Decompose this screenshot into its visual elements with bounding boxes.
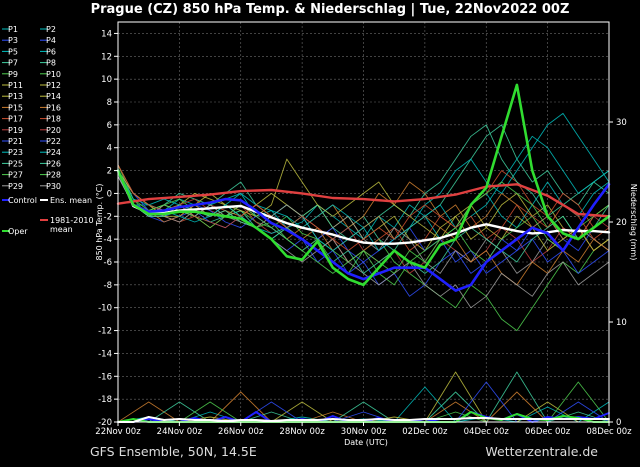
x-tick-label: 28Nov 00z: [279, 427, 325, 437]
legend-label: P11: [8, 81, 23, 90]
y-tick-label: -6: [104, 258, 112, 268]
legend-label: Control: [8, 196, 37, 205]
legend-label: P3: [8, 36, 18, 45]
legend-label: P8: [46, 59, 56, 68]
y-axis-label-left: 850 hPa Temp. (°C): [95, 183, 104, 260]
x-tick-label: 08Dec 00z: [586, 427, 632, 437]
legend-label: P15: [8, 103, 23, 112]
legend-label: P16: [46, 103, 61, 112]
series-line-1981-2010-mean: [116, 183, 611, 218]
legend-label: P17: [8, 115, 23, 124]
legend-label: Oper: [8, 227, 28, 236]
legend-label: P13: [8, 92, 23, 101]
y-tick-label: -10: [98, 304, 112, 314]
legend-label: Ens. mean: [50, 196, 92, 205]
y-tick-label: -2: [104, 212, 112, 222]
legend-label: P14: [46, 92, 61, 101]
legend-label: 1981-2010 mean: [50, 216, 94, 234]
series-line-p19: [117, 164, 610, 252]
x-tick-label: 24Nov 00z: [157, 427, 203, 437]
series-line-control: [116, 169, 611, 292]
y2-tick-label: 0: [616, 418, 621, 428]
y-tick-label: 4: [107, 144, 112, 154]
x-axis-label: Date (UTC): [344, 438, 388, 447]
legend-label: P10: [46, 70, 61, 79]
footer-model-info: GFS Ensemble, 50N, 14.5E: [90, 444, 257, 459]
legend-label: P19: [8, 126, 23, 135]
legend-label: P24: [46, 148, 61, 157]
y-tick-label: -16: [98, 372, 112, 382]
legend-label: P30: [46, 182, 61, 191]
y2-tick-label: 30: [616, 118, 627, 128]
ticks-group: 14121086420-2-4-6-8-10-12-14-16-18-2022N…: [95, 29, 632, 437]
series-line-p14: [117, 158, 610, 252]
x-tick-label: 22Nov 00z: [95, 427, 141, 437]
y-tick-label: 2: [107, 167, 112, 177]
y-tick-label: -18: [98, 395, 112, 405]
x-tick-label: 04Dec 00z: [464, 427, 510, 437]
y-tick-label: -20: [98, 418, 112, 428]
series-line-p12-precip: [117, 371, 610, 423]
chart-title: Prague (CZ) 850 hPa Temp. & Niederschlag…: [91, 2, 570, 17]
x-tick-label: 26Nov 00z: [218, 427, 264, 437]
legend-label: P6: [46, 47, 56, 56]
legend-label: P20: [46, 126, 61, 135]
legend: P1 P2 P3 P4 P5 P6 P7 P8 P9 P10 P11 P12 P13 P14 P15 P16 P…: [2, 25, 94, 236]
legend-label: P26: [46, 159, 61, 168]
y-axis-label-right: Niederschlag (mm): [629, 184, 638, 261]
legend-label: P7: [8, 59, 18, 68]
legend-label: P27: [8, 171, 23, 180]
series-line-ens-mean-precip: [117, 416, 610, 423]
y-tick-label: -14: [98, 349, 112, 359]
y-tick-label: 0: [107, 189, 112, 199]
legend-label: P5: [8, 47, 18, 56]
series-line-p18: [117, 170, 610, 274]
y-tick-label: -12: [98, 327, 112, 337]
legend-label: P25: [8, 159, 23, 168]
legend-label: P21: [8, 137, 23, 146]
series-line-oper: [116, 83, 611, 287]
series-line-p11: [117, 170, 610, 274]
legend-label: P9: [8, 70, 18, 79]
y-tick-label: -8: [104, 281, 112, 291]
y2-tick-label: 10: [616, 318, 627, 328]
x-tick-label: 02Dec 00z: [402, 427, 448, 437]
legend-label: P23: [8, 148, 23, 157]
x-tick-label: 30Nov 00z: [341, 427, 387, 437]
y-tick-label: 12: [101, 52, 112, 62]
y-tick-label: 8: [107, 98, 112, 108]
legend-label: P18: [46, 115, 61, 124]
legend-label: P4: [46, 36, 56, 45]
legend-label: P29: [8, 182, 23, 191]
legend-label: P28: [46, 171, 61, 180]
legend-label: P22: [46, 137, 61, 146]
y2-tick-label: 20: [616, 218, 627, 228]
x-tick-label: 06Dec 00z: [525, 427, 571, 437]
y-tick-label: 6: [107, 121, 112, 131]
legend-label: P1: [8, 25, 18, 34]
footer-site: Wetterzentrale.de: [485, 444, 598, 459]
y-tick-label: -4: [104, 235, 112, 245]
y-tick-label: 14: [101, 29, 112, 39]
legend-label: P12: [46, 81, 61, 90]
y-tick-label: 10: [101, 75, 112, 85]
legend-label: P2: [46, 25, 56, 34]
